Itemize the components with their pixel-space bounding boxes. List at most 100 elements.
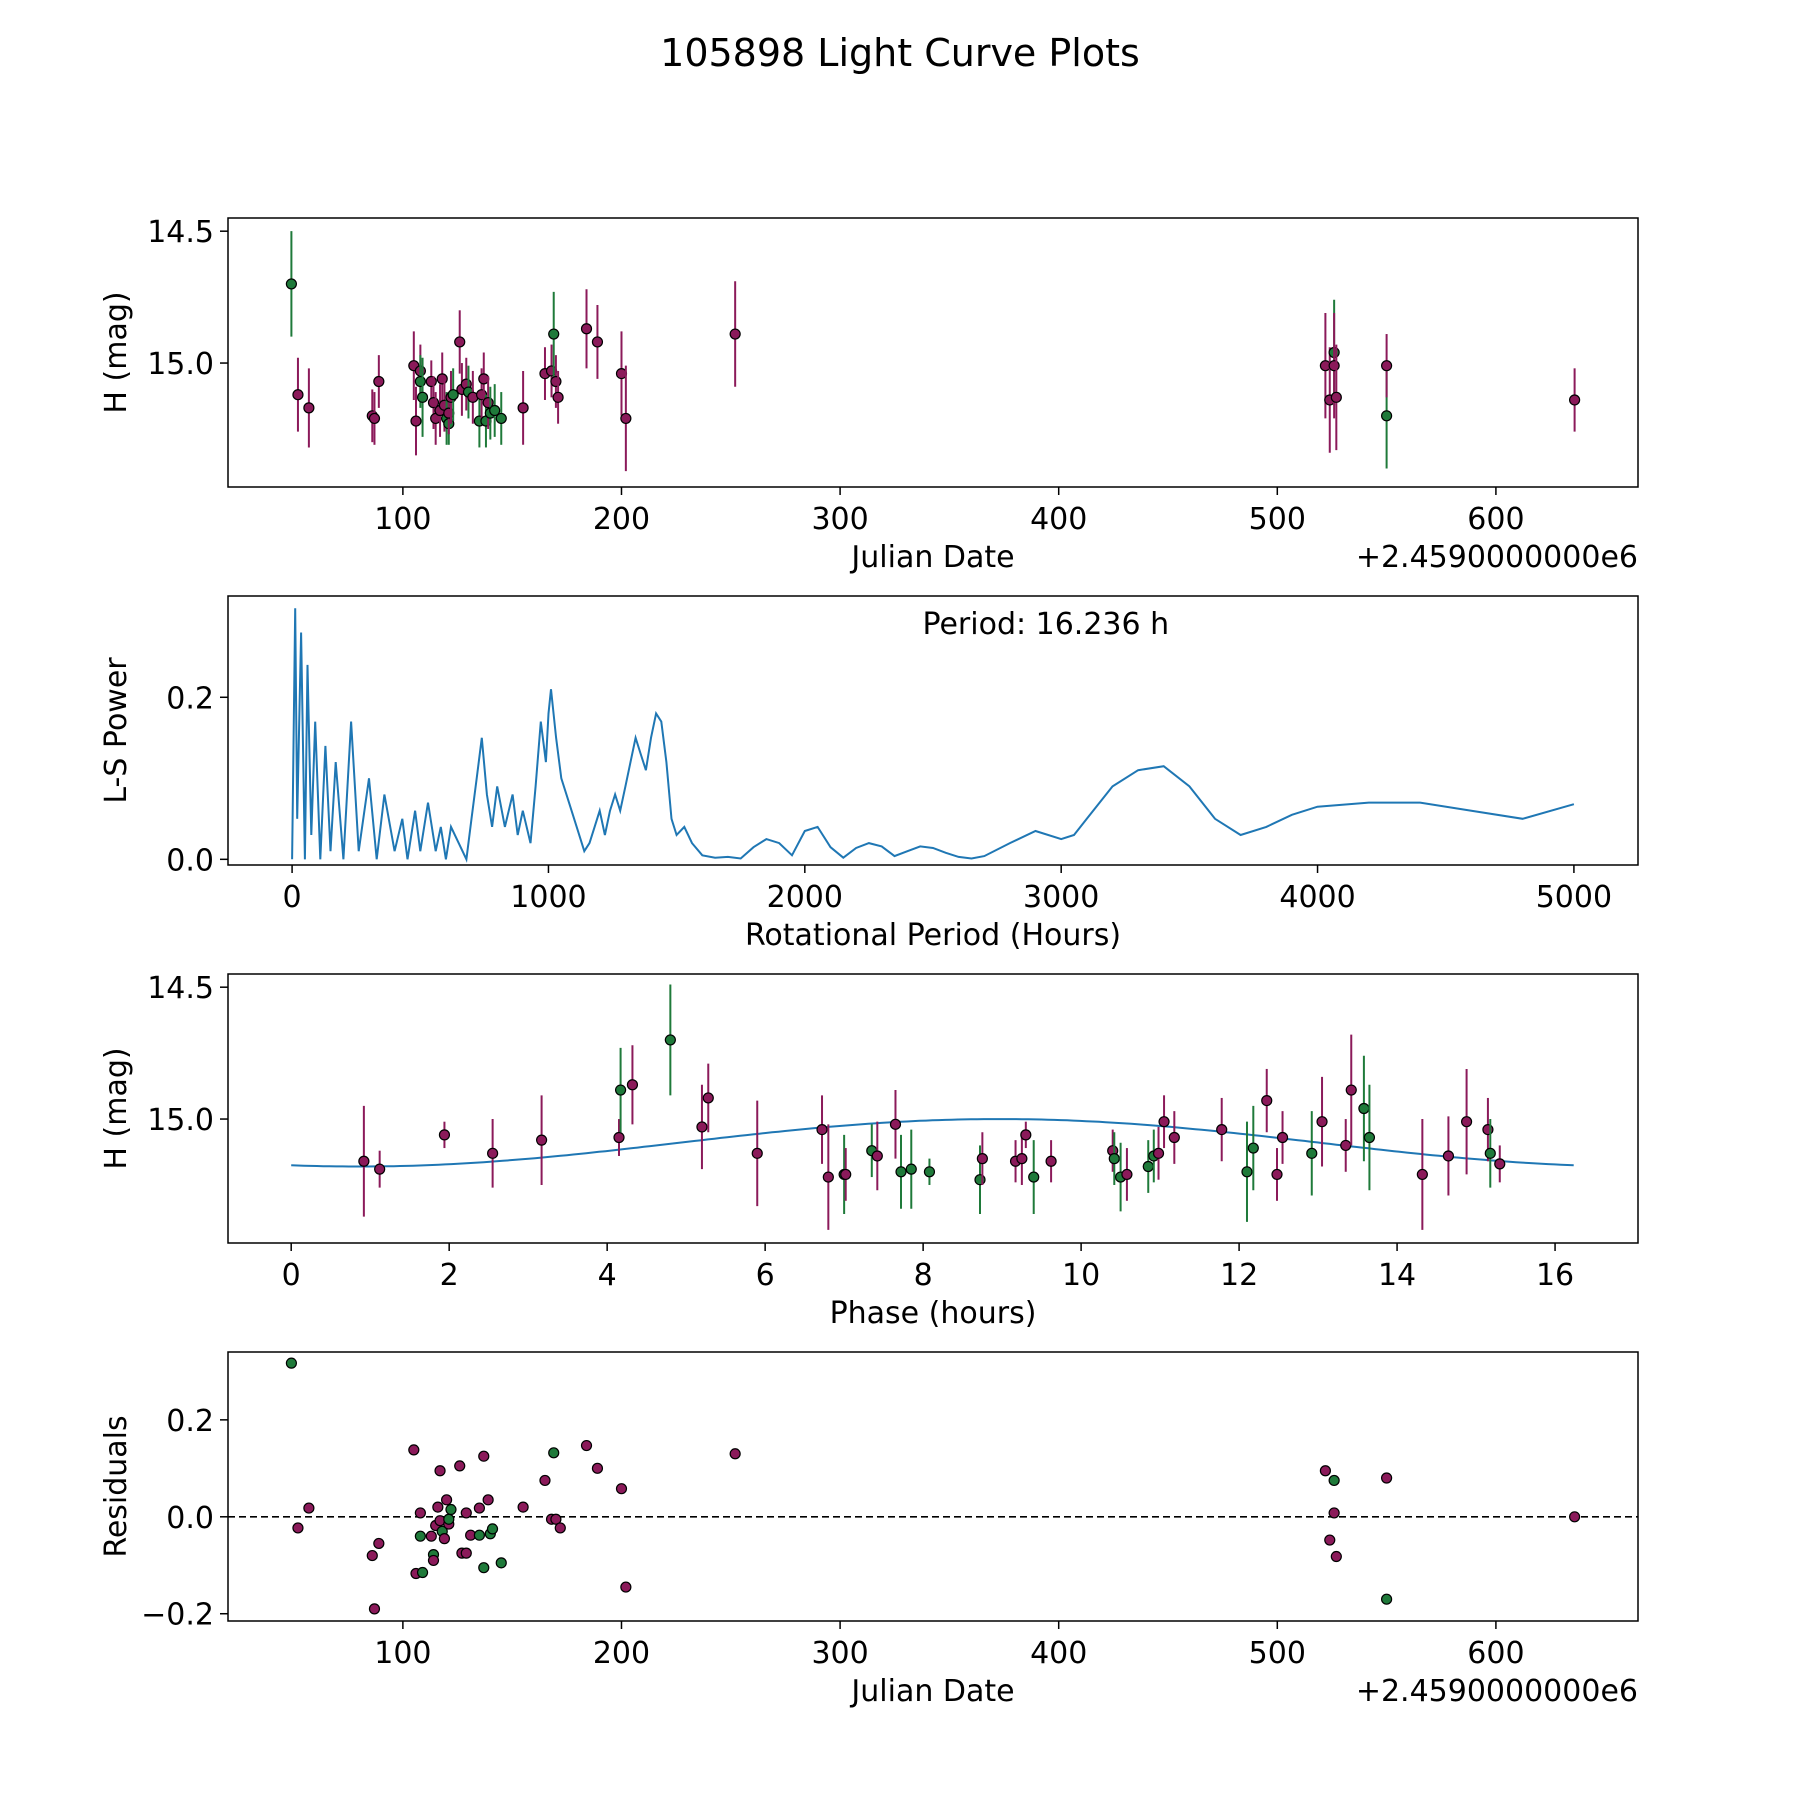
phased-data-point xyxy=(614,1084,627,1096)
phased-xtick-label: 16 xyxy=(1536,1258,1574,1293)
phased-data-point xyxy=(974,1174,986,1186)
phased-model-curve xyxy=(291,1118,1574,1168)
phased-subplot: 0 2 4 6 8 10 12 14 16 15.0 14.5 Phase (hours) H (mag… xyxy=(99,971,1639,1331)
phased-data-point xyxy=(1158,1116,1170,1128)
residuals-data-point xyxy=(486,1523,499,1535)
lightcurve-data-point xyxy=(591,336,604,348)
periodogram-xtick-label: 1000 xyxy=(510,880,586,915)
lightcurve-data-point xyxy=(1328,360,1340,372)
phased-xtick-label: 0 xyxy=(282,1258,301,1293)
phased-data-point xyxy=(358,1155,370,1167)
residuals-data-point xyxy=(1319,1465,1331,1477)
lightcurve-xlabel: Julian Date xyxy=(849,540,1014,575)
lightcurve-data-point xyxy=(552,391,564,403)
phased-data-point xyxy=(1363,1131,1376,1144)
phased-data-point xyxy=(1482,1123,1494,1136)
lightcurve-data-point xyxy=(416,391,429,403)
residuals-xtick-label: 500 xyxy=(1249,1636,1306,1671)
phased-data-point xyxy=(1416,1168,1428,1181)
lightcurve-xtick-label: 500 xyxy=(1249,502,1306,537)
residuals-ytick-label: 0.2 xyxy=(166,1404,214,1439)
phased-data-point xyxy=(1345,1084,1357,1096)
phased-data-point xyxy=(1271,1168,1283,1181)
phased-data-point xyxy=(702,1092,714,1104)
residuals-xtick-label: 200 xyxy=(593,1636,650,1671)
phased-data-point xyxy=(1340,1139,1352,1152)
phased-xlabel: Phase (hours) xyxy=(830,1296,1037,1331)
phased-data-point xyxy=(1028,1171,1040,1183)
residuals-data-point xyxy=(495,1557,507,1569)
residuals-data-point xyxy=(478,1450,490,1462)
lightcurve-data-point xyxy=(410,415,422,427)
periodogram-period-annotation: Period: 16.236 h xyxy=(922,607,1169,642)
lightcurve-xtick-label: 400 xyxy=(1030,502,1087,537)
phased-data-point xyxy=(889,1118,902,1130)
residuals-ylabel: Residuals xyxy=(99,1415,134,1557)
residuals-data-point xyxy=(366,1549,378,1562)
periodogram-xtick-label: 4000 xyxy=(1279,880,1355,915)
lightcurve-xtick-label: 300 xyxy=(811,502,868,537)
phased-ylabel: H (mag) xyxy=(99,1047,134,1169)
phased-data-point xyxy=(751,1147,763,1159)
lightcurve-plot-area xyxy=(285,231,1581,472)
phased-frame xyxy=(227,973,1639,1244)
lightcurve-data-point xyxy=(425,375,437,388)
residuals-data-point xyxy=(554,1522,566,1534)
phased-data-point xyxy=(1168,1131,1180,1144)
residuals-ytick-label: 0.0 xyxy=(166,1501,214,1536)
phased-xtick-label: 2 xyxy=(440,1258,459,1293)
phased-xtick-label: 14 xyxy=(1378,1258,1416,1293)
residuals-data-point xyxy=(460,1547,472,1559)
lightcurve-data-point xyxy=(550,375,562,388)
lightcurve-data-point xyxy=(303,402,315,414)
figure-title: 105898 Light Curve Plots xyxy=(660,31,1140,75)
periodogram-xtick-label: 5000 xyxy=(1536,880,1612,915)
phased-data-point xyxy=(613,1131,625,1144)
residuals-data-point xyxy=(478,1562,490,1574)
periodogram-xtick-label: 0 xyxy=(283,880,302,915)
residuals-xtick-label: 400 xyxy=(1030,1636,1087,1671)
phased-ytick-label: 15.0 xyxy=(147,1103,214,1138)
residuals-data-point xyxy=(441,1494,453,1506)
phased-data-point xyxy=(1494,1158,1506,1170)
lightcurve-data-point xyxy=(454,336,466,348)
phased-data-point xyxy=(1016,1153,1028,1165)
phased-data-point xyxy=(1442,1150,1455,1162)
phased-data-point xyxy=(1142,1160,1154,1173)
phased-data-point xyxy=(1045,1155,1057,1167)
residuals-data-point xyxy=(285,1357,297,1369)
residuals-data-point xyxy=(454,1460,466,1472)
lightcurve-data-point xyxy=(285,278,297,290)
phased-data-point xyxy=(1484,1147,1496,1159)
phased-xtick-label: 4 xyxy=(598,1258,617,1293)
phased-plot-area xyxy=(291,984,1574,1230)
lightcurve-data-point xyxy=(373,375,385,388)
residuals-data-point xyxy=(443,1513,455,1525)
lightcurve-data-point xyxy=(1330,391,1342,403)
residuals-data-point xyxy=(460,1507,472,1519)
residuals-data-point xyxy=(445,1503,457,1516)
phased-data-point xyxy=(1216,1123,1228,1136)
phased-data-point xyxy=(535,1134,548,1146)
residuals-data-point xyxy=(434,1465,446,1477)
residuals-data-point xyxy=(517,1501,529,1513)
periodogram-power-line xyxy=(291,608,1575,863)
lightcurve-data-point xyxy=(368,412,381,425)
residuals-frame xyxy=(227,1351,1639,1622)
lightcurve-data-point xyxy=(548,328,560,340)
residuals-data-point xyxy=(408,1444,420,1456)
residuals-xtick-label: 100 xyxy=(374,1636,431,1671)
phased-xtick-label: 6 xyxy=(756,1258,775,1293)
residuals-xlabel: Julian Date xyxy=(849,1674,1014,1709)
residuals-data-point xyxy=(1324,1534,1336,1546)
phased-data-point xyxy=(871,1150,883,1162)
residuals-data-point xyxy=(414,1507,426,1519)
lightcurve-frame xyxy=(227,217,1639,488)
phased-data-point xyxy=(1241,1166,1253,1178)
periodogram-xtick-label: 2000 xyxy=(767,880,843,915)
periodogram-subplot: 0 1000 2000 3000 4000 5000 0.0 0.2 Rotational Pe… xyxy=(99,595,1639,953)
residuals-data-point xyxy=(580,1439,593,1452)
residuals-data-point xyxy=(550,1513,562,1525)
residuals-data-point xyxy=(473,1529,485,1541)
